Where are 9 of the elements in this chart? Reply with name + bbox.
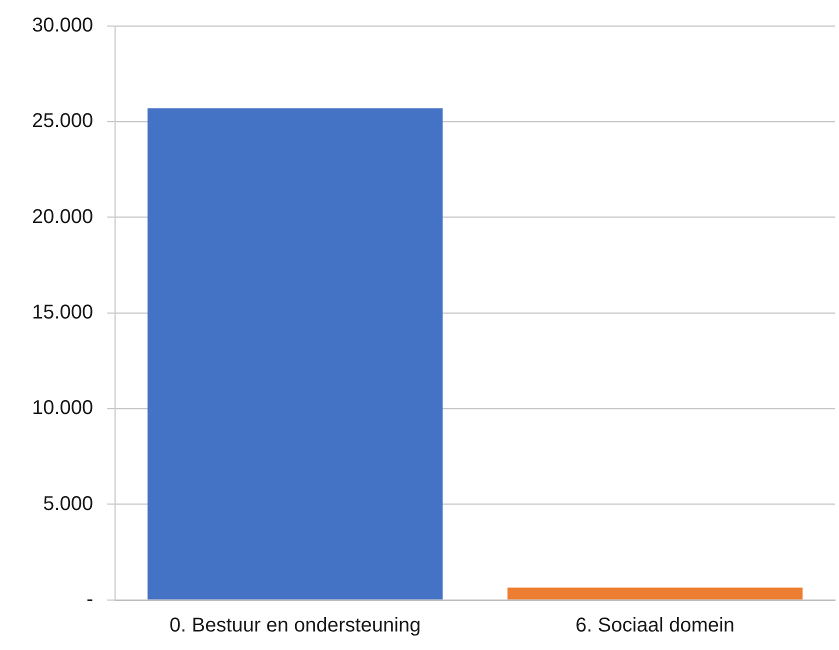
y-tick-label: 5.000 (43, 492, 94, 515)
y-tick-label: 15.000 (32, 302, 94, 324)
y-tick-label: - (86, 588, 94, 611)
y-tick-label: 20.000 (32, 206, 94, 228)
x-tick-label: 0. Bestuur en ondersteuning (169, 614, 421, 637)
y-tick-label: 30.000 (32, 14, 94, 37)
y-tick-label: 10.000 (32, 397, 94, 420)
x-tick-label: 6. Sociaal domein (576, 614, 735, 637)
y-tick-label: 25.000 (32, 110, 94, 132)
